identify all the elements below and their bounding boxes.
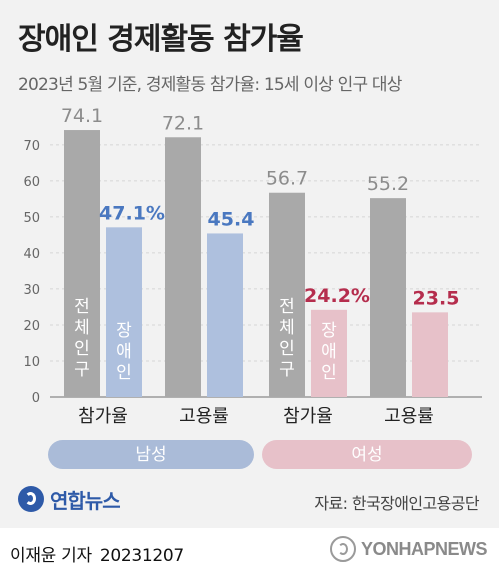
- y-tick-label: 20: [23, 319, 40, 334]
- bar-inner-text: 구: [74, 360, 90, 380]
- reporter-name: 이재윤 기자: [10, 546, 92, 566]
- bar-inner-text: 인: [321, 363, 337, 383]
- bar-total-population: [64, 130, 100, 398]
- y-tick-label: 70: [23, 139, 40, 154]
- x-category-label: 참가율: [78, 406, 128, 427]
- bar-total-population: [269, 192, 305, 397]
- infographic-card: 장애인 경제활동 참가율 2023년 5월 기준, 경제활동 참가율: 15세 …: [0, 0, 499, 528]
- bar-disabled: [106, 227, 142, 397]
- bar-disabled: [412, 312, 448, 397]
- publish-date: 20231207: [99, 546, 184, 566]
- bar-inner-text: 인: [116, 363, 132, 383]
- source-note: 자료: 한국장애인고용공단: [314, 494, 479, 513]
- y-tick-label: 30: [23, 283, 40, 298]
- bar-total-population: [370, 198, 406, 397]
- watermark-logo-icon: [329, 536, 356, 562]
- value-label: 45.4: [208, 208, 255, 230]
- y-tick-label: 40: [23, 247, 40, 262]
- group-label: 여성: [351, 445, 382, 465]
- page-title: 장애인 경제활동 참가율: [18, 22, 304, 57]
- x-category-label: 고용률: [179, 406, 229, 427]
- group-pill: [262, 440, 472, 469]
- value-label: 72.1: [162, 112, 204, 134]
- byline: 이재윤 기자 20231207: [10, 541, 184, 566]
- x-category-label: 고용률: [384, 406, 434, 427]
- bar-inner-text: 장: [321, 321, 337, 341]
- value-label: 47.1%: [99, 202, 165, 224]
- bar-total-population: [165, 137, 201, 397]
- chart-subtitle: 2023년 5월 기준, 경제활동 참가율: 15세 이상 인구 대상: [18, 75, 402, 95]
- watermark: YONHAPNEWS: [329, 536, 488, 562]
- bar-inner-text: 애: [321, 342, 337, 362]
- bar-inner-text: 전: [74, 297, 90, 317]
- group-pill: [48, 440, 254, 469]
- value-label: 23.5: [413, 287, 460, 309]
- value-label: 56.7: [266, 168, 308, 190]
- bar-inner-text: 애: [116, 342, 132, 362]
- group-label: 남성: [135, 445, 166, 465]
- logo-text: 연합뉴스: [50, 488, 121, 513]
- yonhap-logo: 연합뉴스: [18, 484, 121, 514]
- bar-inner-text: 장: [116, 321, 132, 341]
- y-tick-label: 0: [32, 391, 40, 406]
- yonhap-logo-icon: [18, 486, 44, 512]
- value-label: 55.2: [367, 173, 409, 195]
- bar-inner-text: 인: [74, 339, 90, 359]
- watermark-text: YONHAPNEWS: [360, 538, 488, 559]
- y-tick-label: 50: [23, 211, 40, 226]
- y-tick-label: 60: [23, 175, 40, 190]
- x-category-label: 참가율: [283, 406, 333, 427]
- value-label: 74.1: [61, 105, 103, 127]
- bar-inner-text: 체: [74, 318, 90, 338]
- bar-inner-text: 체: [279, 318, 295, 338]
- bar-chart: 0 10 20 30 40 50 60 70 74.1 47.1% 참가율 72.1 45.4 고용률 56…: [23, 105, 482, 469]
- bar-inner-text: 구: [279, 360, 295, 380]
- value-label: 24.2%: [304, 285, 370, 307]
- bar-disabled: [207, 233, 243, 397]
- bar-disabled: [311, 309, 347, 397]
- bar-inner-text: 인: [279, 339, 295, 359]
- y-tick-label: 10: [23, 355, 40, 370]
- bar-inner-text: 전: [279, 297, 295, 317]
